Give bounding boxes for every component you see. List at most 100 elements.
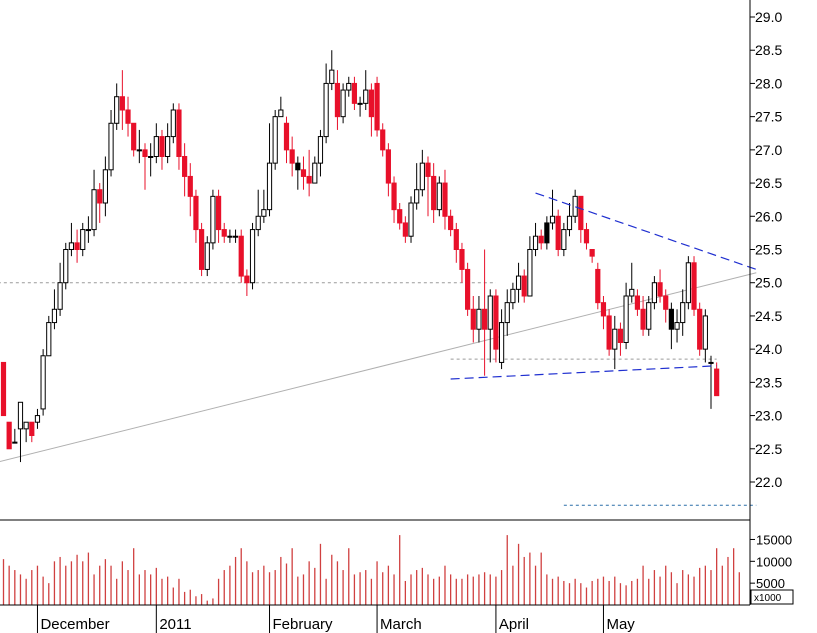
candle-body: [691, 262, 697, 310]
volume-bars: [2, 535, 740, 605]
candle-body: [606, 315, 612, 350]
candle-body: [306, 175, 312, 184]
candle-body: [317, 136, 324, 164]
candle-body: [368, 89, 374, 118]
candle-body: [300, 169, 307, 177]
price-tick-label: 22.0: [755, 474, 782, 490]
candle-body: [329, 69, 335, 84]
candle-body: [261, 209, 267, 217]
candle-body: [210, 195, 216, 244]
candle-body: [623, 295, 629, 343]
candle-body: [142, 149, 148, 158]
candle-body: [549, 215, 556, 224]
candle-body: [414, 189, 420, 204]
candle-body: [555, 215, 561, 251]
candle-body: [159, 136, 165, 157]
candle-body: [385, 149, 391, 184]
x-tick-label: February: [273, 616, 334, 633]
candle-body: [589, 249, 595, 257]
candle-body: [176, 109, 182, 157]
candle-body: [255, 215, 261, 231]
candle-body: [708, 361, 714, 364]
candle-body: [510, 288, 516, 304]
candle-body: [187, 175, 193, 197]
reference-lines: [0, 272, 757, 506]
candle-body: [674, 322, 680, 330]
candle-body: [204, 242, 210, 270]
candle-body: [453, 229, 459, 250]
candle-body: [272, 116, 278, 164]
candle-body: [544, 222, 550, 244]
candle-body: [578, 195, 584, 231]
candle-body: [334, 82, 341, 118]
candle-body: [102, 169, 108, 204]
candle-body: [312, 162, 318, 184]
candle-body: [493, 295, 499, 350]
candle-body: [482, 308, 488, 330]
candle-body: [634, 295, 641, 310]
candle-body: [12, 441, 18, 444]
candle-body: [504, 302, 510, 324]
candle-body: [221, 229, 227, 237]
candle-body: [125, 109, 131, 124]
price-tick-label: 27.5: [755, 109, 782, 125]
candle-body: [572, 195, 578, 217]
candle-body: [583, 229, 590, 244]
candle-body: [68, 242, 75, 251]
price-tick-label: 27.0: [755, 142, 782, 158]
price-tick-label: 28.5: [755, 42, 782, 58]
candle-body: [182, 156, 188, 177]
candle-body: [408, 202, 414, 237]
price-tick-label: 22.5: [755, 441, 782, 457]
candle-body: [278, 109, 284, 118]
candle-body: [363, 89, 369, 104]
candle-body: [85, 229, 92, 232]
volume-panel: 15000 10000 5000 x1000: [2, 520, 794, 605]
candle-body: [617, 328, 624, 344]
candle-body: [538, 235, 544, 244]
candle-body: [351, 82, 358, 104]
candle-body: [17, 401, 24, 430]
candle-body: [436, 182, 442, 211]
candle-body: [465, 268, 471, 310]
price-axis-ticks: 29.0 28.5 28.0 27.5 27.0 26.5 26.0 25.5 25.0 24.5…: [750, 9, 782, 490]
candle-body: [266, 162, 273, 211]
candle-body: [289, 149, 295, 164]
price-tick-label: 25.0: [755, 275, 782, 291]
candle-body: [595, 268, 601, 304]
price-tick-label: 26.5: [755, 175, 782, 191]
candle-body: [431, 175, 437, 211]
candlesticks: [0, 50, 720, 463]
candle-body: [357, 102, 363, 105]
candle-body: [419, 162, 425, 191]
price-tick-label: 28.0: [755, 75, 782, 91]
volume-axis-ticks: 15000 10000 5000: [750, 532, 792, 591]
candle-body: [238, 235, 244, 277]
candle-body: [323, 82, 329, 138]
price-tick-label: 23.5: [755, 374, 782, 390]
candle-body: [244, 275, 250, 284]
candle-body: [600, 302, 607, 317]
candle-body: [148, 156, 154, 158]
candle-body: [227, 235, 233, 238]
price-tick-label: 25.5: [755, 242, 782, 258]
x-tick-label: 2011: [159, 616, 191, 633]
candle-body: [476, 308, 482, 330]
price-tick-label: 24.5: [755, 308, 782, 324]
candle-body: [651, 282, 657, 304]
candle-body: [136, 149, 142, 152]
candle-body: [498, 322, 505, 363]
price-tick-label: 24.0: [755, 341, 782, 357]
price-panel: 29.0 28.5 28.0 27.5 27.0 26.5 26.0 25.5 25.0 24.5…: [0, 0, 782, 520]
volume-tick-label: 15000: [756, 532, 792, 547]
candle-body: [470, 308, 476, 330]
candle-body: [283, 122, 290, 151]
price-tick-label: 26.0: [755, 208, 782, 224]
candle-body: [663, 295, 669, 310]
candle-body: [153, 136, 159, 157]
candle-body: [170, 109, 176, 138]
candle-body: [657, 282, 663, 297]
candle-body: [114, 96, 120, 124]
candle-body: [527, 249, 533, 297]
candle-body: [680, 302, 686, 324]
